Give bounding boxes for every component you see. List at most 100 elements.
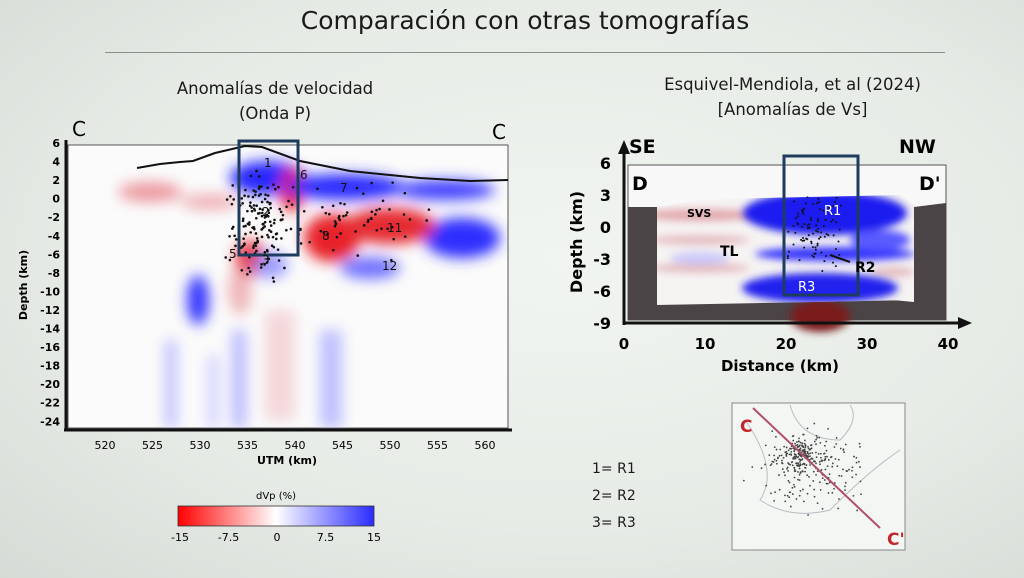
epicenter-dot [821,477,824,480]
epicenter-dot [844,485,846,488]
hypocenter-dot [837,240,840,243]
hypocenter-dot [269,201,272,205]
hypocenter-dot [800,225,803,228]
y-tick-label: -12 [40,304,60,317]
hypocenter-dot [291,185,295,189]
epicenter-dot [807,445,809,448]
epicenter-dot [798,437,800,440]
hypocenter-dot [252,246,255,250]
hypocenter-dot [266,186,269,190]
hypocenter-dot [229,194,232,198]
hypocenter-dot [378,207,381,211]
hypocenter-dot [285,205,288,209]
x-tick-label: 545 [332,439,353,452]
epicenter-dot [786,467,788,470]
epicenter-dot [795,441,798,443]
epicenter-dot [794,457,797,459]
epicenter-dot [792,483,795,486]
hypocenter-dot [251,195,255,199]
hypocenter-dot [808,223,811,226]
epicenter-dot [809,444,812,447]
hypocenter-dot [830,220,833,223]
epicenter-dot [838,474,841,477]
svs-label: SVS [687,207,711,220]
hypocenter-dot [285,228,288,232]
hypocenter-dot [249,174,253,178]
epicenter-dot [801,463,804,466]
epicenter-dot [802,488,804,491]
epicenter-dot [778,474,780,476]
y-tick-label: 3 [600,186,611,205]
epicenter-dot [836,465,839,468]
epicenter-dot [815,434,818,437]
epicenter-dot [840,475,843,477]
epicenter-dot [786,466,789,469]
left-figure-title: Anomalías de velocidad (Onda P) [130,76,420,126]
epicenter-dot [843,451,845,454]
y-tick-label: -20 [40,378,60,391]
hypocenter-dot [274,232,278,236]
hypocenter-dot [370,210,374,214]
epicenter-dot [813,440,816,443]
hypocenter-dot [803,207,806,210]
hypocenter-dot [267,208,270,212]
hypocenter-dot [827,234,830,237]
epicenter-dot [791,486,794,489]
hypocenter-dot [283,266,286,270]
epicenter-dot [807,447,810,450]
hypocenter-dot [242,237,245,240]
epicenter-dot [797,478,799,481]
epicenter-dot [825,440,828,443]
hypocenter-dot [224,256,228,259]
y-tick-label: 2 [52,174,60,187]
hypocenter-dot [243,194,246,197]
hypocenter-dot [266,233,269,237]
hypocenter-dot [816,242,819,245]
hypocenter-dot [279,210,283,214]
se-label: SE [629,136,656,158]
comparison-box [237,139,300,257]
colorbar-label: dVp (%) [256,491,296,502]
hypocenter-dot [268,220,272,223]
left-corner-label: C [72,117,86,141]
epicenter-dot [792,439,795,442]
hypocenter-dot [816,218,819,221]
epicenter-dot [778,454,781,457]
hypocenter-dot [254,232,258,235]
hypocenter-dot [247,223,251,226]
hypocenter-dot [811,246,814,249]
location-map: C C' [731,402,906,551]
epicenter-dot [804,446,807,449]
hypocenter-dot [272,183,275,186]
hypocenter-dot [345,211,349,214]
hypocenter-dot [355,186,359,190]
hypocenter-dot [257,187,261,190]
x-tick-label: 530 [190,439,211,452]
hypocenter-dot [281,218,284,221]
epicenter-dot [819,463,821,466]
epicenter-dot [844,481,847,484]
epicenter-dot [793,468,796,471]
hypocenter-dot [835,196,838,199]
hypocenter-dot [834,201,837,204]
epicenter-dot [855,473,857,476]
hypocenter-dot [265,261,269,264]
epicenter-dot [855,456,858,459]
hypocenter-dot [266,214,270,218]
epicenter-dot [798,473,801,476]
x-tick-label: 540 [285,439,306,452]
hypocenter-dot [339,232,342,235]
hypocenter-dot [822,209,825,212]
anomaly-label: 12 [382,259,397,273]
epicenter-dot [811,457,814,460]
epicenter-dot [794,442,796,445]
hypocenter-dot [820,251,823,254]
hypocenter-dot [252,204,256,207]
hypocenter-dot [267,257,271,261]
hypocenter-dot [334,223,338,226]
hypocenter-dot [408,218,412,221]
hypocenter-dot [392,237,395,241]
hypocenter-dot [231,227,234,230]
epicenter-dot [795,462,798,464]
epicenter-dot [804,467,807,469]
